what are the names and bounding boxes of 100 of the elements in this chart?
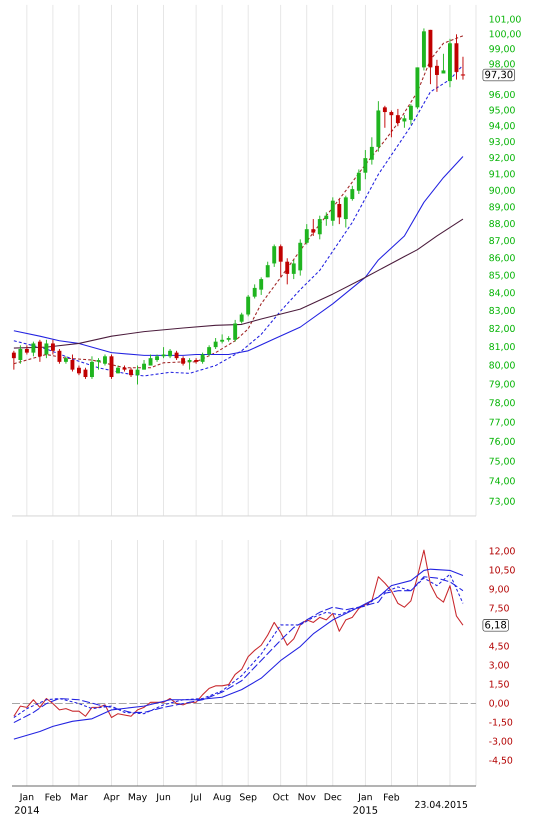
candlestick	[278, 244, 283, 278]
candlestick	[168, 348, 172, 359]
candlestick	[50, 339, 55, 355]
x-tick-label: Feb	[384, 793, 400, 801]
candlestick	[252, 284, 257, 299]
candlestick	[90, 356, 94, 380]
candlestick	[396, 108, 400, 127]
candlestick	[272, 244, 276, 268]
candlestick	[266, 261, 270, 278]
candlestick	[240, 312, 244, 324]
text: 6,18	[485, 620, 506, 630]
x-tick-label: Feb	[46, 793, 61, 801]
x-tick-label: Oct	[273, 793, 289, 800]
candlestick	[200, 352, 205, 364]
x-tick-label: Jan	[19, 793, 34, 802]
y-tick-label: 86,00	[489, 254, 515, 262]
y-tick-label: 100,00	[490, 30, 521, 38]
y-tick-label: 12,00	[490, 547, 515, 556]
candlestick	[136, 365, 140, 385]
candlestick	[434, 59, 439, 92]
candlestick	[162, 346, 166, 359]
y-tick-label: 85,00	[489, 272, 515, 280]
y-tick-label: 74,00	[489, 477, 515, 486]
x-tick-label: Jan	[358, 793, 372, 802]
candlestick	[70, 354, 74, 372]
candlestick	[304, 224, 309, 245]
candlestick	[350, 185, 354, 202]
candlestick	[363, 150, 368, 180]
text: 2014	[14, 806, 40, 814]
y-tick-label: 84,00	[489, 289, 515, 298]
candlestick	[174, 350, 179, 360]
candlestick	[259, 276, 264, 296]
candlestick	[76, 365, 81, 376]
candlestick	[356, 168, 361, 194]
candlestick	[233, 319, 238, 342]
y-tick-label: 9,00	[489, 585, 509, 594]
candlestick	[12, 350, 16, 370]
x-tick-label: May	[128, 793, 147, 802]
candlestick	[57, 348, 62, 364]
candlestick	[96, 358, 100, 370]
y-tick-label: 87,00	[489, 237, 515, 246]
candlestick	[330, 196, 335, 226]
y-tick-label: 95,00	[489, 106, 515, 114]
y-tick-label: 7,50	[489, 604, 509, 612]
x-tick-label: Nov	[298, 793, 316, 800]
y-tick-label: 80,00	[489, 362, 515, 370]
y-tick-label: 89,00	[489, 203, 515, 212]
text: 2015	[353, 806, 378, 814]
candlestick	[246, 294, 250, 317]
y-tick-label: 77,00	[489, 418, 515, 427]
candlestick	[441, 53, 446, 74]
y-tick-label: 78,00	[489, 399, 515, 408]
candlestick	[24, 344, 29, 355]
candlestick	[318, 215, 322, 240]
y-tick-label: 73,00	[489, 498, 515, 506]
candlestick	[337, 198, 342, 225]
y-tick-label: 99,00	[489, 45, 515, 54]
y-tick-label: 101,00	[490, 16, 521, 24]
candlestick	[214, 338, 218, 350]
text: 97,30	[485, 70, 512, 80]
y-tick-label: 0,00	[489, 700, 509, 708]
candlestick	[44, 339, 48, 359]
candlestick	[344, 195, 348, 228]
y-tick-label: 91,00	[489, 170, 515, 178]
y-tick-label: 96,00	[489, 90, 515, 99]
y-tick-label: 75,00	[489, 458, 515, 466]
y-tick-label: 3,00	[489, 662, 509, 670]
y-tick-label: -4,50	[489, 756, 512, 765]
y-tick-label: 92,00	[489, 154, 515, 162]
candlestick	[188, 358, 192, 370]
y-tick-label: 81,00	[489, 343, 515, 352]
candlestick	[311, 218, 316, 236]
candlestick	[402, 114, 406, 128]
candlestick	[38, 339, 42, 362]
candlestick	[285, 258, 290, 285]
x-tick-label: Dec	[324, 793, 342, 800]
y-tick-label: 83,00	[489, 306, 515, 315]
x-tick-label: Mar	[71, 793, 88, 800]
text: 23.04.2015	[415, 800, 468, 808]
candlestick	[31, 341, 36, 357]
x-tick-label: Aug	[213, 793, 230, 802]
y-tick-label: 82,00	[489, 324, 515, 333]
candlestick	[408, 104, 413, 126]
x-tick-label: Sep	[240, 793, 256, 802]
candlestick	[129, 367, 133, 378]
y-tick-label: 98,00	[489, 60, 515, 68]
x-tick-label: Jun	[156, 793, 170, 802]
candlestick	[324, 212, 328, 226]
y-tick-label: 93,00	[489, 138, 515, 146]
candlestick	[370, 136, 374, 166]
y-tick-label: 88,00	[489, 220, 515, 228]
candlestick	[18, 344, 22, 364]
candlestick	[181, 356, 186, 366]
candlestick	[207, 344, 212, 357]
y-tick-label: -3,00	[489, 738, 512, 746]
y-tick-label: 76,00	[489, 438, 515, 446]
y-tick-label: 1,50	[490, 680, 509, 689]
y-tick-label: -1,50	[489, 718, 512, 727]
y-tick-label: 90,00	[489, 186, 515, 195]
candlestick	[292, 260, 296, 280]
